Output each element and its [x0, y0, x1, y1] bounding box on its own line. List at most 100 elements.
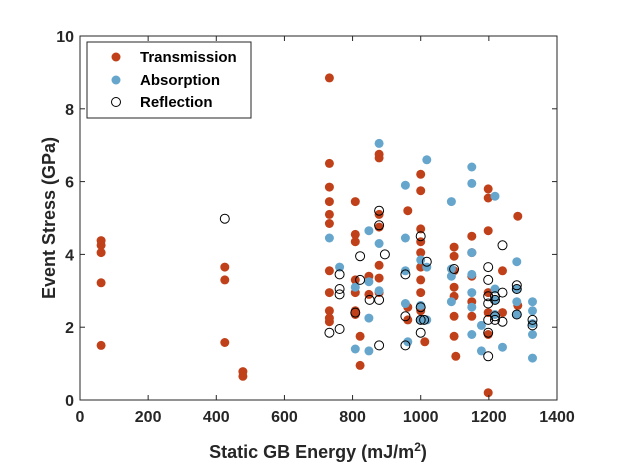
- point-transmission: [416, 169, 426, 179]
- x-tick-label: 400: [203, 409, 230, 426]
- point-reflection: [350, 307, 361, 318]
- point-transmission: [420, 337, 430, 347]
- point-absorption: [446, 197, 456, 207]
- point-reflection: [334, 289, 345, 300]
- point-transmission: [403, 206, 413, 216]
- point-absorption: [324, 233, 334, 243]
- point-transmission: [324, 288, 334, 298]
- point-reflection: [511, 280, 522, 291]
- point-transmission: [416, 224, 426, 234]
- point-transmission: [449, 311, 459, 321]
- point-reflection: [497, 316, 508, 327]
- point-reflection: [527, 314, 538, 325]
- point-transmission: [324, 317, 334, 327]
- point-reflection: [374, 294, 385, 305]
- y-tick-label: 6: [65, 175, 74, 192]
- x-tick-label: 1400: [539, 409, 575, 426]
- x-tick-label: 200: [135, 409, 162, 426]
- point-absorption: [528, 353, 537, 363]
- point-absorption: [364, 277, 374, 287]
- x-axis-title-superscript: 2: [414, 440, 421, 454]
- point-transmission: [449, 282, 459, 292]
- point-reflection: [497, 240, 508, 251]
- y-tick-label: 4: [65, 247, 74, 264]
- point-transmission: [238, 371, 248, 381]
- point-transmission: [350, 197, 360, 207]
- point-reflection: [374, 205, 385, 216]
- point-reflection: [334, 324, 345, 334]
- point-absorption: [374, 239, 384, 248]
- legend-label-transmission: Transmission: [140, 49, 237, 66]
- axis-ticks: 0 200 400 600 800 1000 1200 1400 0 2 4 6 8 10: [56, 29, 575, 426]
- point-absorption: [364, 313, 374, 323]
- point-transmission: [350, 237, 360, 247]
- point-reflection: [490, 311, 500, 322]
- point-transmission: [324, 182, 334, 192]
- legend-marker-reflection: [111, 97, 121, 107]
- point-absorption: [490, 284, 500, 294]
- y-tick-label: 2: [65, 320, 74, 337]
- point-transmission: [374, 153, 384, 163]
- point-reflection: [355, 251, 366, 262]
- point-transmission: [220, 338, 230, 347]
- point-transmission: [416, 186, 426, 196]
- point-absorption: [528, 306, 537, 316]
- point-transmission: [498, 308, 507, 318]
- x-tick-label: 0: [76, 409, 85, 426]
- point-transmission: [467, 311, 477, 321]
- point-absorption: [422, 155, 432, 165]
- point-reflection: [400, 311, 411, 322]
- point-transmission: [324, 209, 334, 219]
- point-absorption: [467, 162, 477, 172]
- point-reflection: [324, 327, 335, 338]
- point-reflection: [421, 256, 432, 267]
- point-absorption: [335, 262, 345, 272]
- point-absorption: [528, 330, 537, 339]
- point-absorption: [422, 262, 432, 272]
- point-reflection: [511, 309, 522, 320]
- point-reflection: [379, 249, 390, 260]
- point-reflection: [483, 327, 494, 338]
- point-transmission: [324, 266, 334, 276]
- point-absorption: [467, 288, 477, 298]
- point-transmission: [483, 226, 493, 236]
- point-transmission: [324, 306, 334, 316]
- point-absorption: [467, 330, 477, 339]
- point-transmission: [449, 251, 459, 261]
- point-absorption: [364, 226, 374, 236]
- point-reflection: [374, 340, 385, 351]
- point-transmission: [374, 273, 384, 283]
- point-reflection: [415, 314, 426, 325]
- point-transmission: [449, 242, 459, 252]
- point-absorption: [350, 344, 360, 354]
- point-transmission: [96, 340, 106, 350]
- point-reflection: [483, 351, 494, 362]
- point-reflection: [490, 294, 500, 305]
- point-reflection: [400, 340, 411, 351]
- point-transmission: [355, 360, 365, 370]
- point-absorption: [364, 346, 374, 356]
- point-transmission: [483, 388, 493, 398]
- point-reflection: [490, 314, 500, 325]
- point-reflection: [527, 320, 538, 331]
- point-transmission: [324, 158, 334, 168]
- point-transmission: [355, 331, 365, 341]
- x-axis-title-main: Static GB Energy (mJ/m: [209, 442, 414, 462]
- point-absorption: [512, 297, 522, 307]
- point-absorption: [400, 180, 410, 190]
- legend-marker-absorption: [111, 75, 121, 85]
- point-transmission: [483, 193, 493, 203]
- y-tick-label: 0: [65, 393, 74, 410]
- point-absorption: [467, 248, 477, 258]
- point-transmission: [416, 248, 426, 258]
- point-absorption: [512, 284, 522, 294]
- point-absorption: [446, 297, 456, 307]
- point-reflection: [497, 287, 508, 298]
- point-reflection: [400, 269, 411, 280]
- point-transmission: [498, 266, 507, 276]
- point-reflection: [334, 284, 345, 294]
- y-tick-label: 8: [65, 102, 74, 119]
- point-transmission: [220, 275, 230, 285]
- point-absorption: [467, 269, 477, 279]
- legend-marker-transmission: [111, 52, 121, 62]
